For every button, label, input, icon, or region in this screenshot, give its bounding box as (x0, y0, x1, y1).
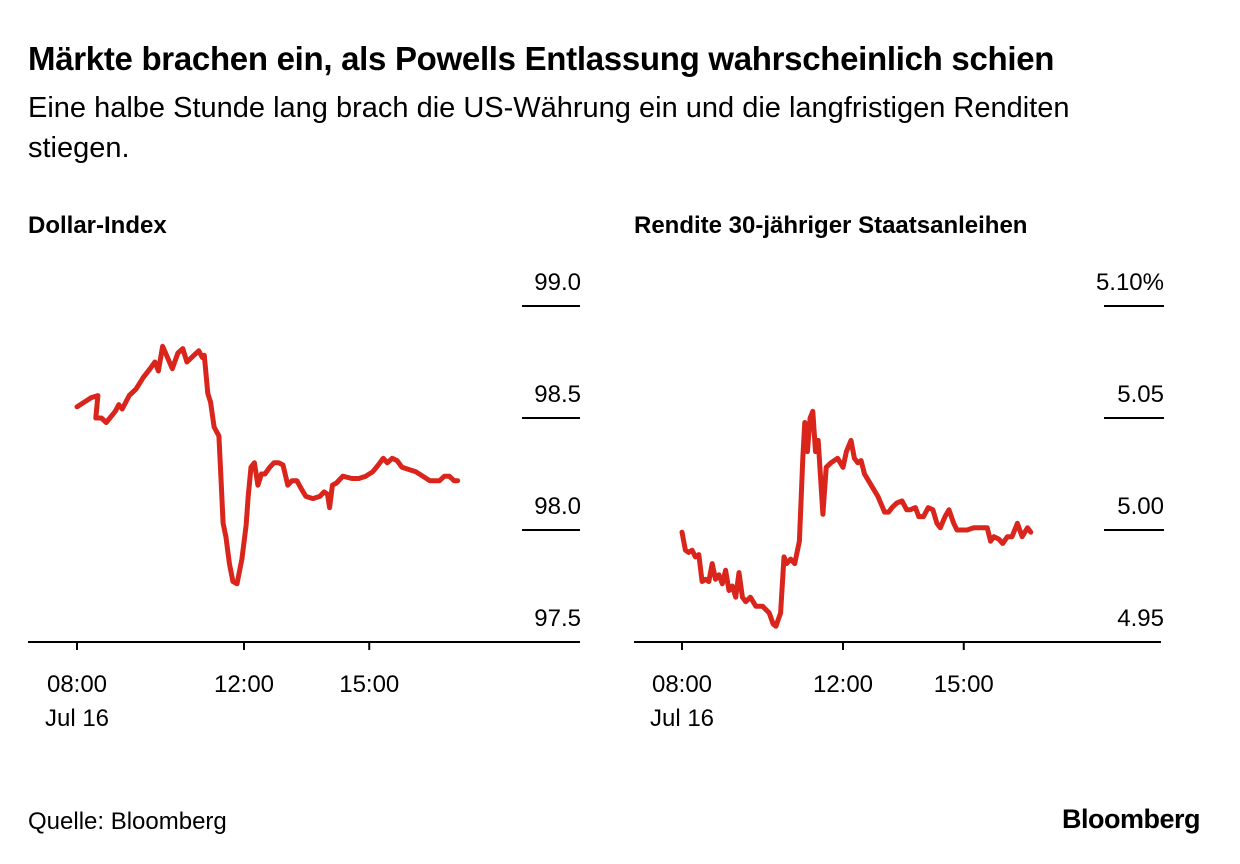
dollar-index-chart: Dollar-Index 99.0 98.5 98.0 97.5 08:00 12:00 1… (0, 200, 580, 740)
treasury-yield-title: Rendite 30-jähriger Staatsanleihen (634, 212, 1028, 239)
series-line (74, 343, 461, 587)
treasury-yield-chart: Rendite 30-jähriger Staatsanleihen 5.10%… (606, 200, 1186, 740)
x-tick-label: 12:00 (214, 671, 274, 698)
x-tick-label: 15:00 (934, 671, 994, 698)
y-tick-label: 97.5 (534, 605, 580, 632)
source-note: Quelle: Bloomberg (28, 808, 227, 835)
y-tick-label: 5.05 (1117, 381, 1164, 408)
bloomberg-logo: Bloomberg (1061, 804, 1201, 834)
y-tick-label: 98.5 (534, 381, 580, 408)
x-tick-label: 08:00 (47, 671, 107, 698)
x-date-label: Jul 16 (45, 705, 109, 732)
chart-subtitle: Eine halbe Stunde lang brach die US-Währ… (28, 92, 1070, 164)
y-tick-label: 98.0 (534, 493, 580, 520)
x-tick-label: 12:00 (813, 671, 873, 698)
y-tick-label: 4.95 (1117, 605, 1164, 632)
dollar-index-plot: 99.0 98.5 98.0 97.5 08:00 12:00 15:00 Jul 16 (28, 269, 580, 732)
y-tick-label: 99.0 (534, 269, 580, 296)
y-tick-label: 5.00 (1117, 493, 1164, 520)
y-tick-label: 5.10% (1096, 269, 1164, 296)
treasury-yield-plot: 5.10% 5.05 5.00 4.95 08:00 12:00 15:00 Jul 16 (634, 269, 1164, 732)
dollar-index-title: Dollar-Index (28, 212, 167, 239)
chart-title: Märkte brachen ein, als Powells Entlassu… (28, 40, 1055, 77)
x-tick-label: 08:00 (652, 671, 712, 698)
x-tick-label: 15:00 (339, 671, 399, 698)
x-date-label: Jul 16 (650, 705, 714, 732)
series-line (679, 408, 1034, 629)
